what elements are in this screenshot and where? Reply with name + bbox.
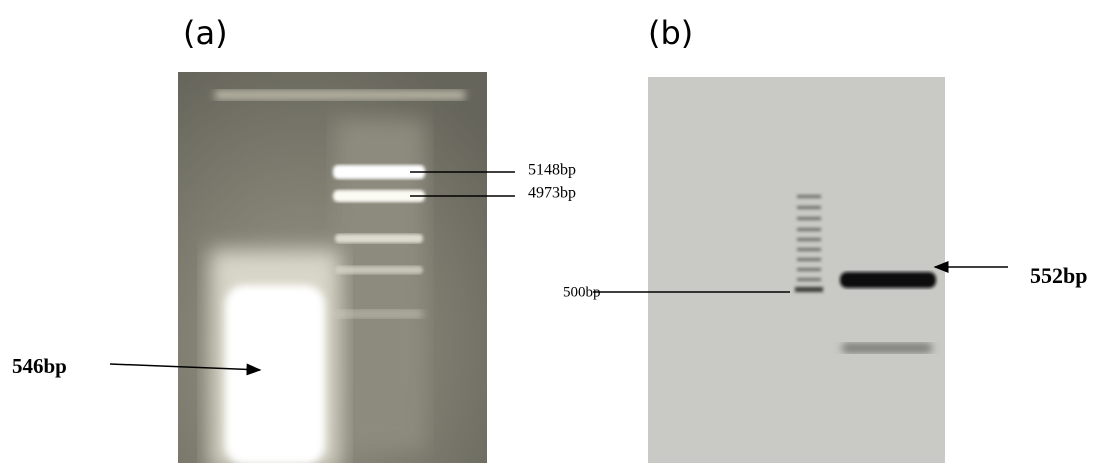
gel-image-b xyxy=(648,77,945,463)
band-label: 552bp xyxy=(1030,263,1087,288)
band-label: 500bp xyxy=(563,284,601,300)
band-label: 5148bp xyxy=(528,162,576,179)
panel-label: (a) xyxy=(183,14,228,52)
gel-image-a xyxy=(178,72,487,463)
band-label: 546bp xyxy=(12,354,67,378)
arrow xyxy=(109,363,262,376)
panel-label: (b) xyxy=(648,14,693,52)
band-label: 4973bp xyxy=(528,185,576,202)
